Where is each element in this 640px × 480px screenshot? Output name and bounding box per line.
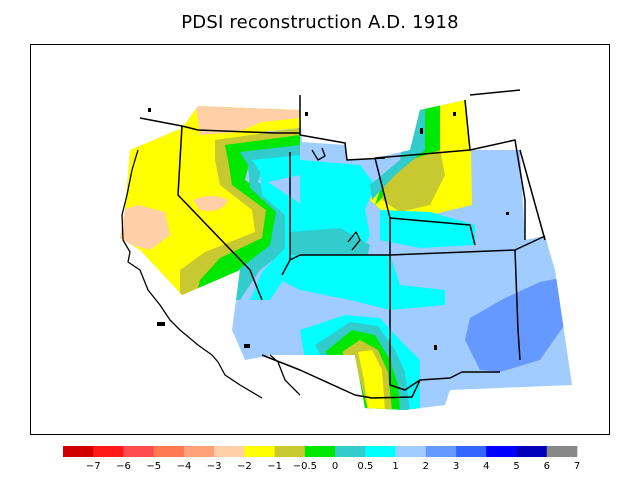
field-central-cyan-south <box>280 255 445 310</box>
field-west-cyan-band <box>250 155 320 300</box>
legend-tick-label: 0 <box>332 461 338 472</box>
border-dakotas <box>464 99 526 240</box>
legend-swatch <box>274 446 306 457</box>
legend-swatch <box>153 446 185 457</box>
legend-swatch <box>183 446 215 457</box>
lake-marker-4 <box>453 112 456 116</box>
border-ne <box>519 149 546 241</box>
field-west-olive-band <box>180 128 300 300</box>
legend-tick-label: −6 <box>116 461 131 472</box>
legend-swatch <box>214 446 245 457</box>
lake-marker-6 <box>434 345 437 350</box>
legend-swatch <box>123 446 155 457</box>
field-northeast-olive <box>382 150 445 212</box>
legend-tick-label: 5 <box>513 461 519 472</box>
legend-tick-label: −7 <box>86 461 101 472</box>
coast-gulf <box>269 354 301 396</box>
legend-tick-label: −3 <box>207 461 222 472</box>
border-id-mt <box>299 134 386 161</box>
legend-swatch <box>425 446 457 457</box>
field-west-orange-nevada <box>193 196 228 211</box>
border-ks-ok <box>514 249 521 361</box>
legend-tick-label: 6 <box>544 461 550 472</box>
legend-swatch <box>93 446 124 457</box>
lake-marker-1 <box>148 108 151 112</box>
field-southeast-blue <box>465 278 568 372</box>
legend-swatches <box>63 446 578 457</box>
border-mexico <box>261 354 421 399</box>
border-ca-nv <box>177 125 263 301</box>
legend-tick-label: 4 <box>483 461 489 472</box>
legend-tick-label: 2 <box>423 461 429 472</box>
coast-baja <box>217 361 263 399</box>
border-tx-south <box>404 371 500 391</box>
legend-swatch <box>244 446 275 457</box>
coastline <box>121 147 361 399</box>
legend-swatch <box>486 446 517 457</box>
field-west-green-band <box>195 135 300 300</box>
lake-marker-8 <box>157 322 165 326</box>
border-wy-mt <box>374 149 471 159</box>
legend-tick-label: −5 <box>146 461 161 472</box>
legend-tick-label: 3 <box>453 461 459 472</box>
legend-swatch <box>335 446 366 457</box>
border-az-nm <box>289 254 301 261</box>
lake-marker-2 <box>305 112 308 116</box>
legend-tick-label: −1 <box>267 461 282 472</box>
legend-swatch <box>546 446 578 457</box>
lake-marker-7 <box>244 344 250 348</box>
legend-tick-label: 7 <box>574 461 580 472</box>
legend-swatch <box>63 446 94 457</box>
border-co-nm <box>389 218 406 391</box>
legend-tick-label: −2 <box>237 461 252 472</box>
legend-swatch <box>395 446 427 457</box>
field-south-yellow <box>358 350 385 410</box>
legend-swatch <box>456 446 487 457</box>
field-west-orange-coast <box>120 205 170 250</box>
legend-swatch <box>365 446 396 457</box>
lake-marker-5 <box>506 212 509 215</box>
legend-tick-label: 0.5 <box>357 461 373 472</box>
legend-swatch <box>516 446 548 457</box>
legend-swatch <box>304 446 336 457</box>
legend-tick-label: −0.5 <box>293 461 317 472</box>
legend-tick-label: 1 <box>392 461 398 472</box>
border-co-wy <box>374 157 476 246</box>
legend-tick-labels: −7 −6 −5 −4 −3 −2 −1 −0.5 0 0.5 1 2 3 4 5 6 7 <box>86 461 580 472</box>
coast-gsl <box>347 231 361 251</box>
legend-tick-label: −4 <box>177 461 192 472</box>
coast-lake <box>311 147 326 161</box>
lake-marker-3 <box>420 128 423 134</box>
state-borders <box>139 89 546 399</box>
map-title: PDSI reconstruction A.D. 1918 <box>181 12 459 33</box>
border-or-north <box>139 117 300 134</box>
border-nd-sd <box>469 89 521 96</box>
coast-pacific <box>121 149 219 363</box>
lake-markers <box>148 108 509 350</box>
